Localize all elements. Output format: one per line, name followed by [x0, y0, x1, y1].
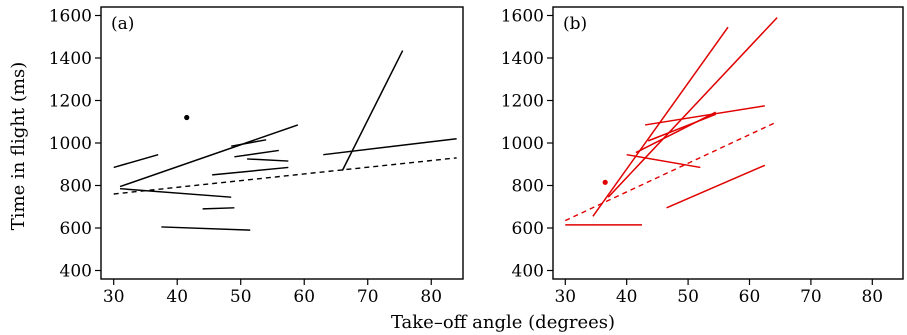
x-tick-label: 50 [230, 287, 252, 307]
y-tick-label: 1600 [501, 7, 544, 27]
mean-regression-line [564, 121, 778, 222]
individual-line [626, 153, 701, 169]
y-tick-label: 1000 [501, 134, 544, 154]
y-tick-label: 400 [60, 262, 92, 282]
individual-line [644, 105, 765, 126]
individual-line [119, 124, 299, 188]
panel-b: 400 600 800 1000 1200 1400 1600 30 40 50 60 70 80 (b) [501, 6, 904, 307]
panel-label: (b) [563, 14, 587, 34]
individual-line [247, 158, 289, 162]
panel-a: 400 600 800 1000 1200 1400 1600 30 40 50 60 70 80 (a) [49, 6, 464, 307]
individual-line [647, 113, 716, 142]
individual-line [119, 187, 232, 198]
individual-line [113, 153, 159, 169]
y-tick-label: 1200 [49, 92, 92, 112]
x-tick-label: 80 [420, 287, 442, 307]
x-tick-label: 40 [166, 287, 188, 307]
x-tick-label: 30 [103, 287, 125, 307]
y-tick-label: 600 [60, 219, 92, 239]
plot-frame [100, 6, 464, 280]
y-tick-label: 600 [512, 219, 544, 239]
y-axis-label: Time in flight (ms) [8, 62, 29, 230]
individual-line [161, 226, 251, 231]
x-tick-label: 70 [357, 287, 379, 307]
x-axis-label: Take–off angle (degrees) [391, 312, 615, 333]
x-tick-label: 30 [554, 287, 576, 307]
y-tick-label: 400 [512, 262, 544, 282]
y-tick-label: 1600 [49, 7, 92, 27]
x-tick-label: 80 [861, 287, 883, 307]
individual-line [234, 149, 279, 158]
individual-line [231, 139, 267, 147]
individual-line [341, 50, 404, 171]
data-point [602, 179, 608, 185]
y-tick-label: 1400 [49, 49, 92, 69]
plot-frame [552, 6, 904, 280]
individual-line [666, 164, 766, 209]
y-tick-label: 1400 [501, 49, 544, 69]
x-tick-label: 60 [293, 287, 315, 307]
x-tick-label: 50 [677, 287, 699, 307]
y-tick-label: 800 [512, 177, 544, 197]
mean-regression-line [113, 157, 457, 195]
data-point [184, 114, 190, 121]
y-tick-label: 800 [60, 177, 92, 197]
individual-line [323, 138, 457, 156]
panel-label: (a) [111, 14, 134, 34]
individual-line [202, 207, 235, 210]
x-tick-label: 60 [739, 287, 761, 307]
x-tick-label: 40 [616, 287, 638, 307]
y-tick-label: 1200 [501, 92, 544, 112]
individual-line [212, 166, 289, 176]
individual-line [607, 17, 778, 198]
x-tick-label: 70 [800, 287, 822, 307]
y-tick-label: 1000 [49, 134, 92, 154]
